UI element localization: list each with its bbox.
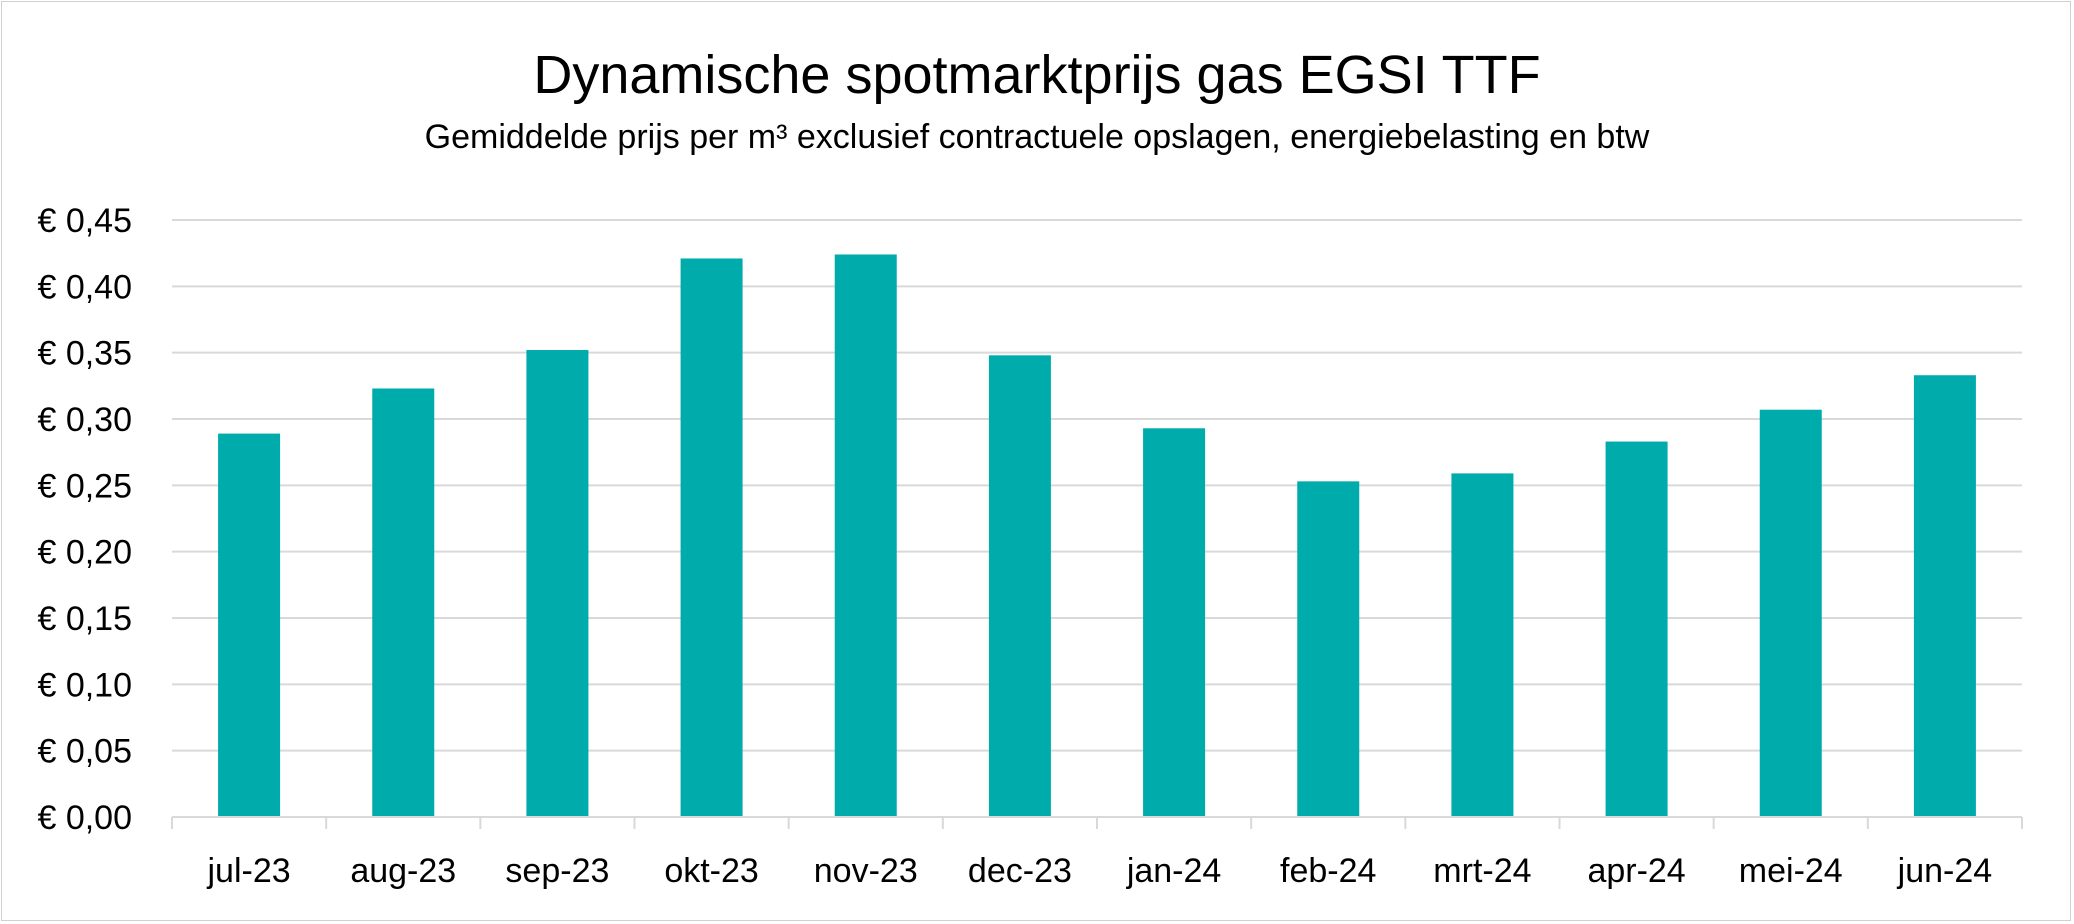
x-tick-label: aug-23 xyxy=(350,852,456,890)
x-tick-label: apr-24 xyxy=(1587,852,1685,890)
x-tick-label: jul-23 xyxy=(206,852,290,890)
y-tick-label: € 0,15 xyxy=(37,600,132,638)
x-tick-label: sep-23 xyxy=(505,852,609,890)
bar-apr-24 xyxy=(1605,441,1668,817)
y-tick-label: € 0,35 xyxy=(37,335,132,373)
bar-mrt-24 xyxy=(1451,473,1514,817)
y-tick-label: € 0,45 xyxy=(37,202,132,240)
bar-jan-24 xyxy=(1143,428,1206,817)
x-tick-label: jan-24 xyxy=(1126,852,1222,890)
bar-okt-23 xyxy=(680,258,743,817)
y-tick-label: € 0,00 xyxy=(37,799,132,837)
bars xyxy=(218,254,1976,817)
gridlines xyxy=(172,219,2022,752)
x-tick-label: mrt-24 xyxy=(1433,852,1531,890)
bar-jul-23 xyxy=(218,433,281,817)
x-tick-label: jun-24 xyxy=(1897,852,1993,890)
y-tick-label: € 0,40 xyxy=(37,268,132,306)
x-tick-label: mei-24 xyxy=(1739,852,1843,890)
bar-sep-23 xyxy=(526,350,589,817)
x-axis xyxy=(171,816,2023,829)
chart-subtitle: Gemiddelde prijs per m³ exclusief contra… xyxy=(424,118,1650,156)
x-axis-tick-labels: jul-23 aug-23 sep-23 okt-23 nov-23 dec-23 jan-… xyxy=(206,852,1992,890)
bar-jun-24 xyxy=(1913,375,1976,817)
bar-dec-23 xyxy=(988,355,1051,817)
y-tick-label: € 0,30 xyxy=(37,401,132,439)
x-tick-label: dec-23 xyxy=(968,852,1072,890)
y-axis-tick-labels: € 0,45 € 0,40 € 0,35 € 0,30 € 0,25 € 0,20 € 0,… xyxy=(37,202,132,837)
y-tick-label: € 0,25 xyxy=(37,467,132,505)
y-tick-label: € 0,05 xyxy=(37,733,132,771)
bar-mei-24 xyxy=(1759,409,1822,817)
x-tick-label: feb-24 xyxy=(1280,852,1376,890)
bar-aug-23 xyxy=(372,388,435,817)
x-tick-label: okt-23 xyxy=(664,852,759,890)
x-tick-label: nov-23 xyxy=(814,852,918,890)
bar-nov-23 xyxy=(834,254,897,817)
bar-feb-24 xyxy=(1297,481,1360,817)
y-tick-label: € 0,20 xyxy=(37,534,132,572)
y-tick-label: € 0,10 xyxy=(37,666,132,704)
chart-title: Dynamische spotmarktprijs gas EGSI TTF xyxy=(533,45,1541,105)
